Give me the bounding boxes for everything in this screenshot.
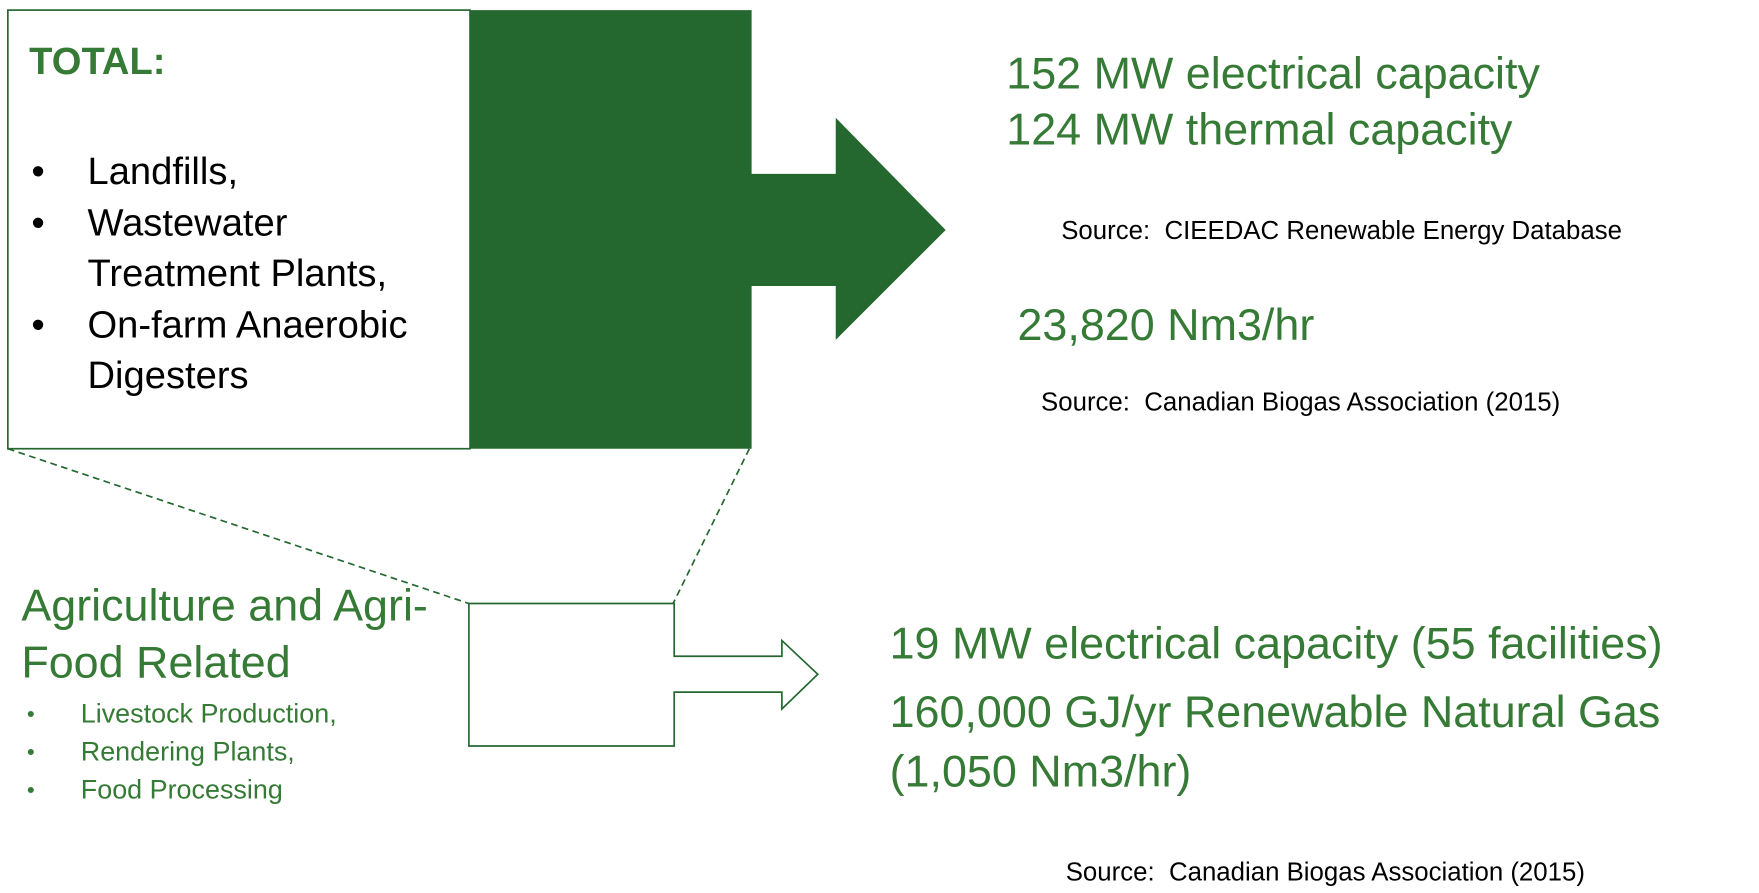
output-text: 124 MW thermal capacity [1006,105,1513,155]
list-item: Livestock Production, [27,696,337,734]
zoom-line [672,448,751,604]
list-item: On-farm Anaerobic Digesters [31,300,464,402]
source-text: Source: Canadian Biogas Association (201… [1041,387,1561,417]
output-text: 160,000 GJ/yr Renewable Natural Gas (1,0… [889,687,1661,797]
total-title: TOTAL: [29,40,166,84]
output-text: 152 MW electrical capacity [1006,49,1540,99]
total-arrow [470,10,946,449]
output-text: 23,820 Nm3/hr [1017,300,1315,351]
list-item: Wastewater Treatment Plants, [31,198,464,300]
list-item: Food Processing [27,772,337,810]
zoom-line [7,447,470,605]
agriculture-title: Agriculture and Agri-Food Related [21,581,428,688]
total-list: Landfills, Wastewater Treatment Plants, … [31,147,464,402]
source-text: Source: CIEEDAC Renewable Energy Databas… [1061,215,1622,245]
list-item: Rendering Plants, [27,734,337,772]
agriculture-arrow [468,602,820,747]
source-text: Source: Canadian Biogas Association (201… [1065,857,1585,887]
output-text: 19 MW electrical capacity (55 facilities… [889,619,1663,669]
agriculture-list: Livestock Production, Rendering Plants, … [27,696,337,810]
list-item: Landfills, [31,147,464,198]
